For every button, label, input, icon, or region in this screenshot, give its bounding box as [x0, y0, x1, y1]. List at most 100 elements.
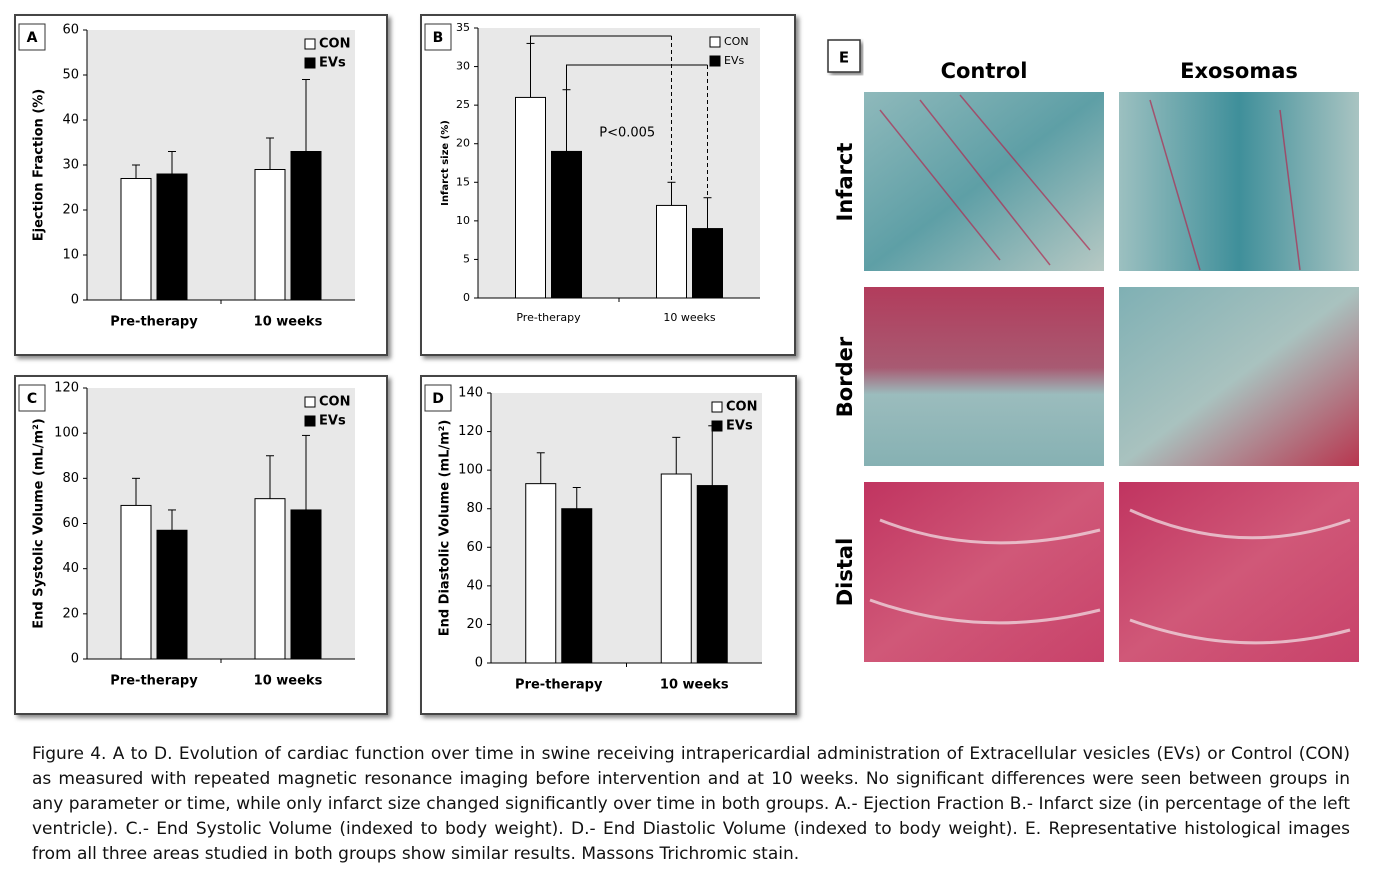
y-tick-label: 60 [466, 540, 483, 555]
y-tick-label: 40 [466, 578, 483, 593]
column-label: Exosomas [1180, 59, 1298, 83]
x-tick-label: Pre-therapy [110, 315, 198, 330]
y-tick-label: 80 [62, 471, 79, 486]
panel-label-box [18, 384, 46, 412]
y-tick-label: 10 [62, 248, 79, 263]
legend-label: CON [724, 35, 749, 48]
legend-swatch [709, 36, 721, 48]
histology-panel: E Control Exosomas Infarct Border Distal [827, 39, 1359, 662]
chart: B 0 5 10 15 20 25 30 35 Infarct size (%) Pre-thera… [420, 14, 796, 356]
x-tick-label: Pre-therapy [110, 674, 198, 689]
legend-label: EVs [724, 54, 744, 67]
chart: C 0 20 40 60 80 100 120 End Systolic Volume (mL/… [14, 375, 388, 715]
histology-image [864, 482, 1104, 662]
significance-bracket [566, 64, 708, 90]
legend-swatch [711, 401, 723, 413]
legend-label: EVs [319, 414, 346, 429]
y-axis-label: End Diastolic Volume (mL/m²) [438, 420, 453, 637]
bar [156, 173, 188, 301]
annotation: P<0.005 [599, 126, 655, 141]
y-tick-label: 50 [62, 68, 79, 83]
y-tick-label: 40 [62, 113, 79, 128]
panel-label: D [432, 391, 444, 407]
histology-image [1119, 287, 1359, 466]
legend-swatch [304, 38, 316, 50]
bar [692, 228, 723, 299]
y-tick-label: 0 [475, 656, 483, 671]
x-tick-label: Pre-therapy [516, 311, 581, 324]
panel-label-box [424, 23, 452, 51]
y-tick-label: 25 [456, 98, 470, 111]
y-tick-label: 100 [458, 463, 483, 478]
chart: D 0 20 40 60 80 100 120 140 End Diastolic Volume … [420, 375, 797, 715]
x-tick-label: 10 weeks [254, 674, 323, 689]
panel-label-box [827, 39, 861, 73]
y-tick-label: 40 [62, 561, 79, 576]
y-axis-label: Ejection Fraction (%) [32, 89, 47, 241]
tissue-texture [869, 94, 1351, 645]
y-tick-label: 15 [456, 175, 470, 188]
y-tick-label: 30 [456, 60, 470, 73]
y-tick-label: 100 [54, 426, 79, 441]
legend-label: CON [319, 395, 350, 410]
y-tick-label: 20 [466, 617, 483, 632]
y-tick-label: 20 [62, 606, 79, 621]
y-tick-label: 0 [463, 291, 470, 304]
y-tick-label: 20 [456, 137, 470, 150]
caption: Figure 4. A to D. Evolution of cardiac f… [32, 744, 1350, 864]
bar [551, 150, 582, 299]
legend-swatch [709, 55, 721, 67]
bar [120, 504, 152, 660]
histology-image [1119, 482, 1359, 662]
y-tick-label: 5 [463, 252, 470, 265]
y-tick-label: 35 [456, 21, 470, 34]
bar [290, 151, 322, 301]
y-tick-label: 60 [62, 516, 79, 531]
y-tick-label: 20 [62, 203, 79, 218]
row-label: Distal [833, 538, 857, 607]
y-tick-label: 30 [62, 158, 79, 173]
bar [660, 473, 692, 664]
y-axis-label: End Systolic Volume (mL/m²) [32, 418, 47, 628]
x-tick-label: Pre-therapy [515, 678, 603, 693]
legend-label: EVs [319, 56, 346, 71]
row-label: Infarct [833, 143, 857, 222]
y-tick-label: 140 [458, 386, 483, 401]
y-tick-label: 120 [458, 424, 483, 439]
panel-label: C [27, 391, 37, 407]
panel-label-box [18, 23, 46, 51]
bar [656, 204, 687, 299]
y-tick-label: 0 [71, 652, 79, 667]
bar [156, 529, 188, 660]
bar [515, 96, 546, 299]
legend-swatch [304, 57, 316, 69]
x-tick-label: 10 weeks [663, 311, 715, 324]
column-label: Control [941, 59, 1028, 83]
y-tick-label: 120 [54, 381, 79, 396]
bar [120, 178, 152, 301]
x-tick-label: 10 weeks [660, 678, 729, 693]
significance-bracket [530, 35, 672, 44]
bar [254, 169, 286, 301]
x-tick-label: 10 weeks [254, 315, 323, 330]
histology-image [864, 287, 1104, 466]
bar [290, 509, 322, 660]
y-tick-label: 0 [71, 293, 79, 308]
bar [254, 498, 286, 660]
legend-label: CON [319, 37, 350, 52]
y-tick-label: 80 [466, 501, 483, 516]
y-tick-label: 60 [62, 23, 79, 38]
histology-image [1119, 92, 1359, 271]
bar [525, 483, 557, 664]
legend-swatch [304, 415, 316, 427]
chart: A 0 10 20 30 40 50 60 Ejection Fraction (%) Pre-t… [14, 14, 388, 356]
legend-swatch [304, 396, 316, 408]
legend-label: EVs [726, 419, 753, 434]
panel-label-box [424, 384, 452, 412]
bar [561, 508, 593, 664]
legend-label: CON [726, 400, 757, 415]
row-label: Border [833, 336, 857, 417]
